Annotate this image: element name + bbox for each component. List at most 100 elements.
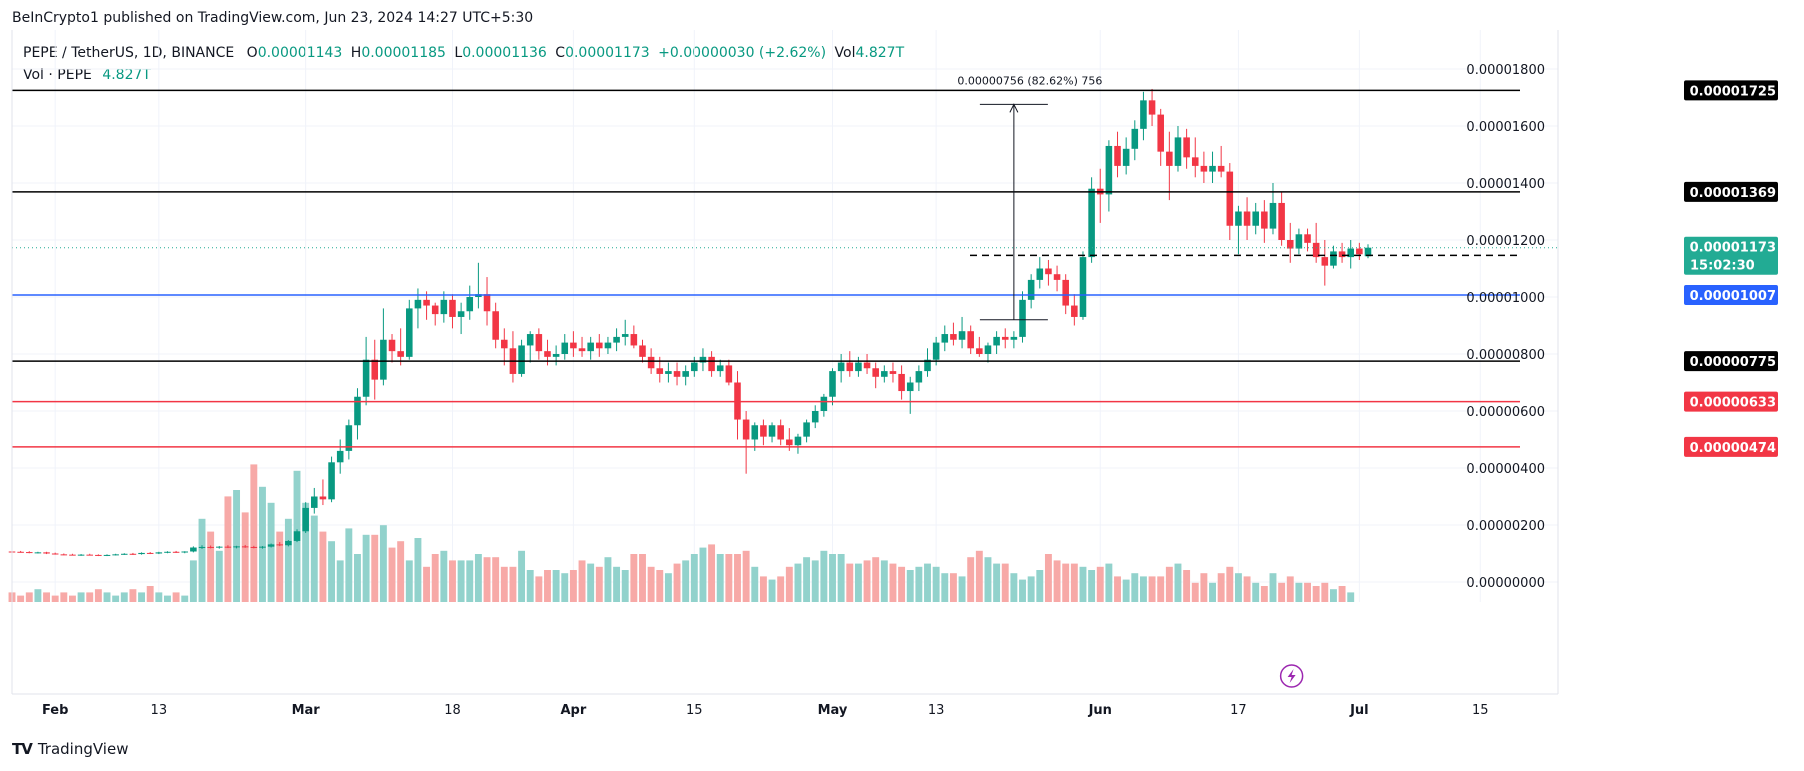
volume-bar bbox=[77, 592, 85, 602]
candle-body bbox=[345, 425, 353, 451]
candle-body bbox=[518, 345, 525, 374]
volume-bar bbox=[941, 573, 949, 602]
volume-bar bbox=[43, 592, 51, 602]
volume-legend-value: 4.827T bbox=[102, 67, 151, 83]
candle-body bbox=[526, 334, 534, 346]
candle-body bbox=[1330, 251, 1337, 266]
candle-body bbox=[112, 554, 119, 556]
volume-bar bbox=[1157, 576, 1165, 602]
volume-bar bbox=[181, 595, 189, 602]
volume-bar bbox=[86, 592, 94, 602]
volume-bar bbox=[1278, 582, 1286, 602]
candle-body bbox=[198, 546, 206, 548]
candle-body bbox=[1148, 100, 1156, 115]
candle-body bbox=[259, 546, 266, 548]
x-axis-tick-label: May bbox=[818, 703, 848, 718]
candle-body bbox=[1001, 336, 1009, 340]
candle-body bbox=[837, 362, 845, 372]
candle-body bbox=[535, 334, 543, 352]
candle-body bbox=[1166, 151, 1173, 166]
candle-body bbox=[224, 546, 232, 548]
candle-body bbox=[1209, 165, 1216, 172]
volume-bar bbox=[1148, 576, 1156, 602]
candle-body bbox=[1174, 137, 1182, 166]
volume-bar bbox=[544, 570, 551, 602]
volume-bar bbox=[284, 518, 292, 602]
volume-bar bbox=[1217, 573, 1225, 602]
volume-bar bbox=[25, 592, 33, 602]
candle-body bbox=[492, 311, 499, 340]
level-price-badge-label: 0.00000474 bbox=[1690, 441, 1776, 456]
y-axis-tick-label: 0.00000400 bbox=[1466, 462, 1545, 477]
volume-bar bbox=[34, 589, 42, 602]
level-price-badge-label: 0.00000633 bbox=[1690, 396, 1776, 411]
close-label: C bbox=[555, 45, 566, 61]
volume-bar bbox=[552, 570, 560, 602]
volume-bar bbox=[1062, 563, 1070, 602]
symbol-name[interactable]: PEPE / TetherUS, 1D, BINANCE bbox=[23, 45, 235, 61]
lightning-icon bbox=[1287, 669, 1296, 683]
candle-body bbox=[164, 551, 171, 553]
candle-body bbox=[691, 362, 698, 372]
volume-bar bbox=[1139, 576, 1147, 602]
candle-body bbox=[172, 551, 180, 553]
candle-body bbox=[1217, 165, 1225, 172]
candle-body bbox=[976, 348, 983, 354]
candle-body bbox=[60, 554, 68, 556]
candle-body bbox=[1019, 299, 1026, 337]
volume-bar bbox=[621, 570, 629, 602]
volume-bar bbox=[146, 586, 154, 602]
x-axis-tick-label: 15 bbox=[686, 703, 703, 718]
candle-body bbox=[1278, 202, 1285, 240]
candle-body bbox=[1235, 211, 1242, 226]
volume-bar bbox=[474, 554, 482, 602]
candle-body bbox=[328, 462, 335, 500]
candle-body bbox=[1036, 268, 1044, 280]
volume-bar bbox=[414, 538, 422, 602]
candle-body bbox=[716, 365, 724, 372]
volume-bar bbox=[155, 592, 163, 602]
volume-bar bbox=[371, 534, 379, 602]
volume-bar bbox=[1260, 586, 1268, 602]
vol-label: Vol bbox=[834, 45, 856, 61]
candle-body bbox=[440, 299, 448, 315]
volume-bar bbox=[1114, 576, 1121, 602]
volume-bar bbox=[915, 566, 923, 602]
symbol-ohlc-legend[interactable]: PEPE / TetherUS, 1D, BINANCE O0.00001143… bbox=[23, 45, 904, 61]
candle-body bbox=[466, 297, 474, 312]
candle-body bbox=[129, 553, 137, 555]
candle-body bbox=[777, 425, 784, 440]
level-price-badge bbox=[1684, 181, 1778, 202]
volume-legend[interactable]: Vol · PEPE 4.827T bbox=[23, 67, 151, 83]
candle-body bbox=[768, 425, 776, 437]
volume-bar bbox=[1329, 589, 1337, 602]
candle-body bbox=[146, 552, 154, 554]
candle-body bbox=[388, 339, 396, 352]
volume-bar bbox=[1295, 582, 1303, 602]
volume-bar bbox=[854, 563, 862, 602]
volume-bar bbox=[803, 557, 811, 602]
candle-body bbox=[77, 554, 85, 556]
volume-bar bbox=[906, 570, 914, 602]
volume-bar bbox=[431, 554, 439, 602]
candle-body bbox=[811, 411, 819, 423]
candle-body bbox=[276, 544, 284, 546]
x-axis-tick-label: 13 bbox=[151, 703, 168, 718]
candle-body bbox=[293, 531, 301, 541]
x-axis-tick-label: 13 bbox=[928, 703, 945, 718]
tradingview-branding[interactable]: TV TradingView bbox=[12, 740, 128, 758]
volume-bar bbox=[829, 554, 836, 602]
volume-bar bbox=[189, 560, 197, 602]
volume-bar bbox=[785, 566, 793, 602]
volume-bar bbox=[466, 560, 474, 602]
volume-bar bbox=[1183, 570, 1191, 602]
volume-bar bbox=[889, 563, 897, 602]
candle-body bbox=[682, 371, 689, 377]
candle-body bbox=[362, 359, 370, 397]
candle-body bbox=[241, 546, 249, 548]
candle-body bbox=[51, 553, 59, 555]
volume-bar bbox=[725, 554, 733, 602]
y-axis-tick-label: 0.00000800 bbox=[1466, 348, 1545, 363]
candle-body bbox=[621, 334, 629, 337]
